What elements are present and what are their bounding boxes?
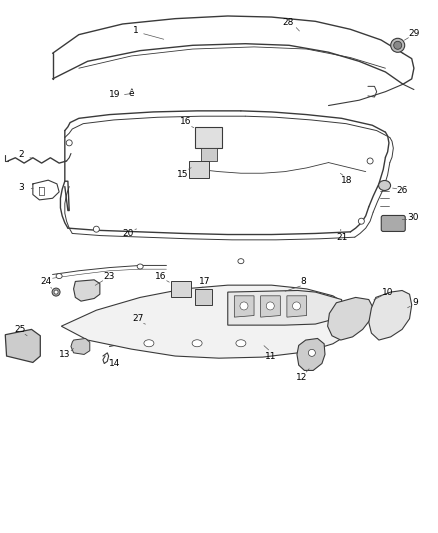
Text: 21: 21 xyxy=(337,233,348,241)
Text: 26: 26 xyxy=(396,187,408,195)
Text: 27: 27 xyxy=(132,314,144,323)
Text: 10: 10 xyxy=(382,288,393,296)
Text: 8: 8 xyxy=(300,277,306,286)
Text: 19: 19 xyxy=(109,91,120,99)
Ellipse shape xyxy=(52,288,60,296)
Ellipse shape xyxy=(308,349,315,357)
Ellipse shape xyxy=(236,340,246,347)
Polygon shape xyxy=(234,296,254,317)
Polygon shape xyxy=(297,338,325,370)
Text: 25: 25 xyxy=(14,325,25,334)
Text: 17: 17 xyxy=(199,277,211,286)
Text: 18: 18 xyxy=(341,176,353,184)
Text: 20: 20 xyxy=(122,229,134,238)
Polygon shape xyxy=(328,297,373,340)
Polygon shape xyxy=(261,296,280,317)
Text: 11: 11 xyxy=(265,352,276,360)
Ellipse shape xyxy=(56,273,62,279)
Text: 15: 15 xyxy=(177,171,189,179)
FancyBboxPatch shape xyxy=(171,281,191,297)
Ellipse shape xyxy=(54,290,58,294)
Polygon shape xyxy=(228,290,342,325)
Ellipse shape xyxy=(137,264,143,269)
Text: 12: 12 xyxy=(296,373,307,382)
Text: 3: 3 xyxy=(18,183,24,192)
Ellipse shape xyxy=(391,38,405,52)
Text: 2: 2 xyxy=(18,150,24,159)
Text: 14: 14 xyxy=(109,359,120,368)
FancyBboxPatch shape xyxy=(195,289,212,305)
Polygon shape xyxy=(5,329,40,362)
Text: 16: 16 xyxy=(180,117,192,126)
Text: 16: 16 xyxy=(155,272,167,280)
Text: 28: 28 xyxy=(283,18,294,27)
Ellipse shape xyxy=(293,302,300,310)
Ellipse shape xyxy=(144,340,154,347)
FancyBboxPatch shape xyxy=(195,127,222,148)
Ellipse shape xyxy=(66,140,72,146)
Polygon shape xyxy=(74,280,100,301)
FancyBboxPatch shape xyxy=(201,148,217,161)
Ellipse shape xyxy=(266,302,274,310)
Text: 30: 30 xyxy=(407,213,418,222)
Text: ê: ê xyxy=(129,89,134,98)
Ellipse shape xyxy=(93,226,99,232)
Text: 29: 29 xyxy=(408,29,420,37)
Text: 24: 24 xyxy=(40,277,52,286)
Text: 1: 1 xyxy=(133,27,139,35)
Ellipse shape xyxy=(240,302,248,310)
Text: 23: 23 xyxy=(103,272,114,280)
Text: 13: 13 xyxy=(59,350,71,359)
Polygon shape xyxy=(71,338,90,354)
Polygon shape xyxy=(369,290,412,340)
Ellipse shape xyxy=(378,181,391,190)
Text: 9: 9 xyxy=(412,298,418,307)
FancyBboxPatch shape xyxy=(189,161,209,178)
Ellipse shape xyxy=(358,218,364,224)
Ellipse shape xyxy=(394,41,402,50)
Polygon shape xyxy=(61,285,359,358)
Ellipse shape xyxy=(192,340,202,347)
Ellipse shape xyxy=(367,158,373,164)
FancyBboxPatch shape xyxy=(381,215,405,231)
Ellipse shape xyxy=(238,259,244,264)
Polygon shape xyxy=(287,296,307,317)
